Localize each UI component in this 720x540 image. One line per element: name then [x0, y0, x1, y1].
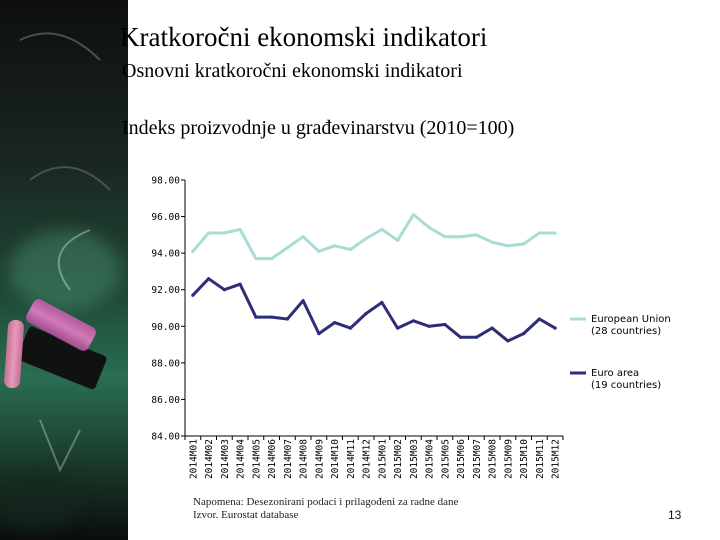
slide-subtitle: Osnovni kratkoročni ekonomski indikatori — [122, 60, 463, 82]
x-tick-label: 2015M12 — [551, 439, 562, 479]
series-2-point — [254, 315, 258, 319]
series-1-point — [522, 242, 526, 246]
series-1-point — [506, 244, 510, 248]
footnote-line-2: Izvor. Eurostat database — [193, 509, 299, 521]
series-2-point — [348, 326, 352, 330]
series-2-point — [553, 326, 557, 330]
x-tick-label: 2014M05 — [251, 439, 262, 479]
y-tick-label: 84.00 — [151, 432, 180, 443]
x-tick-label: 2014M10 — [330, 439, 341, 479]
series-1-point — [411, 213, 415, 217]
x-tick-label: 2014M11 — [346, 439, 357, 479]
series-2-point — [207, 277, 211, 281]
series-2-point — [396, 326, 400, 330]
x-tick-label: 2015M02 — [393, 439, 404, 479]
series-2-point — [443, 322, 447, 327]
series-1-point — [285, 246, 289, 250]
series-2-point — [238, 282, 242, 286]
series-2-point — [537, 317, 541, 321]
legend-label: Euro area (19 countries) — [591, 368, 661, 391]
x-tick-label: 2015M11 — [535, 439, 546, 479]
series-2-point — [222, 288, 226, 292]
series-1-point — [222, 231, 226, 235]
series-2-point — [191, 293, 195, 297]
series-1-point — [474, 233, 478, 237]
series-2-point — [427, 324, 431, 328]
x-tick-label: 2014M03 — [220, 439, 231, 479]
series-1-point — [396, 238, 400, 242]
chart-title: Indeks proizvodnje u građevinarstvu (201… — [122, 117, 515, 139]
series-2-point — [364, 311, 368, 316]
series-2-point — [490, 326, 494, 330]
series-2-point — [459, 335, 463, 339]
x-tick-label: 2015M10 — [519, 439, 530, 479]
x-tick-label: 2015M07 — [472, 439, 483, 479]
series-1-point — [380, 227, 384, 231]
series-2-point — [506, 339, 510, 343]
chalk-scribbles — [19, 32, 111, 473]
x-tick-label: 2015M09 — [503, 439, 514, 479]
x-tick-label: 2014M07 — [283, 439, 294, 479]
series-2-point — [301, 299, 305, 303]
x-tick-label: 2015M01 — [377, 439, 388, 479]
series-2-point — [411, 319, 415, 323]
x-tick-label: 2015M08 — [488, 439, 499, 479]
chalkboard-background — [0, 0, 128, 540]
series-1-point — [427, 225, 431, 230]
series-2-point — [474, 335, 478, 339]
series-1-point — [191, 249, 195, 253]
series-2-point — [522, 332, 526, 336]
series-2-point — [285, 317, 289, 321]
series-2-point — [270, 315, 274, 319]
y-tick-label: 92.00 — [151, 285, 180, 296]
x-tick-label: 2014M06 — [267, 439, 278, 479]
legend-label: European Union (28 countries) — [591, 314, 671, 337]
x-tick-label: 2014M02 — [204, 439, 215, 479]
x-tick-label: 2015M04 — [425, 439, 436, 479]
series-1-point — [490, 240, 494, 244]
x-tick-label: 2014M08 — [299, 439, 310, 479]
slide-title: Kratkoročni ekonomski indikatori — [120, 22, 488, 52]
series-1-point — [254, 257, 258, 261]
series-1-point — [537, 231, 541, 235]
x-tick-label: 2015M05 — [440, 439, 451, 479]
series-1-point — [333, 244, 337, 248]
x-tick-label: 2014M04 — [236, 439, 247, 479]
series-line-2 — [191, 277, 557, 343]
y-tick-label: 96.00 — [151, 212, 180, 223]
footnote-line-1: Napomena: Desezonirani podaci i prilagođ… — [193, 496, 459, 508]
x-tick-label: 2014M01 — [188, 439, 199, 479]
series-1-point — [238, 227, 242, 231]
y-tick-label: 98.00 — [151, 176, 180, 187]
y-tick-label: 88.00 — [151, 358, 180, 369]
series-1-point — [317, 249, 321, 253]
series-1-point — [553, 231, 557, 235]
series-1-point — [301, 235, 305, 239]
series-1-point — [443, 235, 447, 239]
x-tick-label: 2015M06 — [456, 439, 467, 479]
series-1-point — [270, 257, 274, 261]
series-line-1 — [191, 213, 557, 261]
y-tick-label: 94.00 — [151, 249, 180, 260]
footnote: Napomena: Desezonirani podaci i prilagođ… — [193, 496, 458, 522]
x-tick-label: 2015M03 — [409, 439, 420, 479]
series-1-point — [364, 236, 368, 241]
series-2-point — [380, 300, 384, 305]
series-2-point — [333, 321, 337, 325]
y-tick-label: 86.00 — [151, 395, 180, 406]
series-2-point — [317, 332, 321, 336]
y-tick-label: 90.00 — [151, 322, 180, 333]
x-tick-label: 2014M09 — [314, 439, 325, 479]
series-1-point — [459, 235, 463, 239]
series-1-point — [207, 231, 211, 235]
page-number: 13 — [668, 508, 682, 522]
series-1-point — [348, 247, 352, 252]
x-tick-label: 2014M12 — [362, 439, 373, 479]
